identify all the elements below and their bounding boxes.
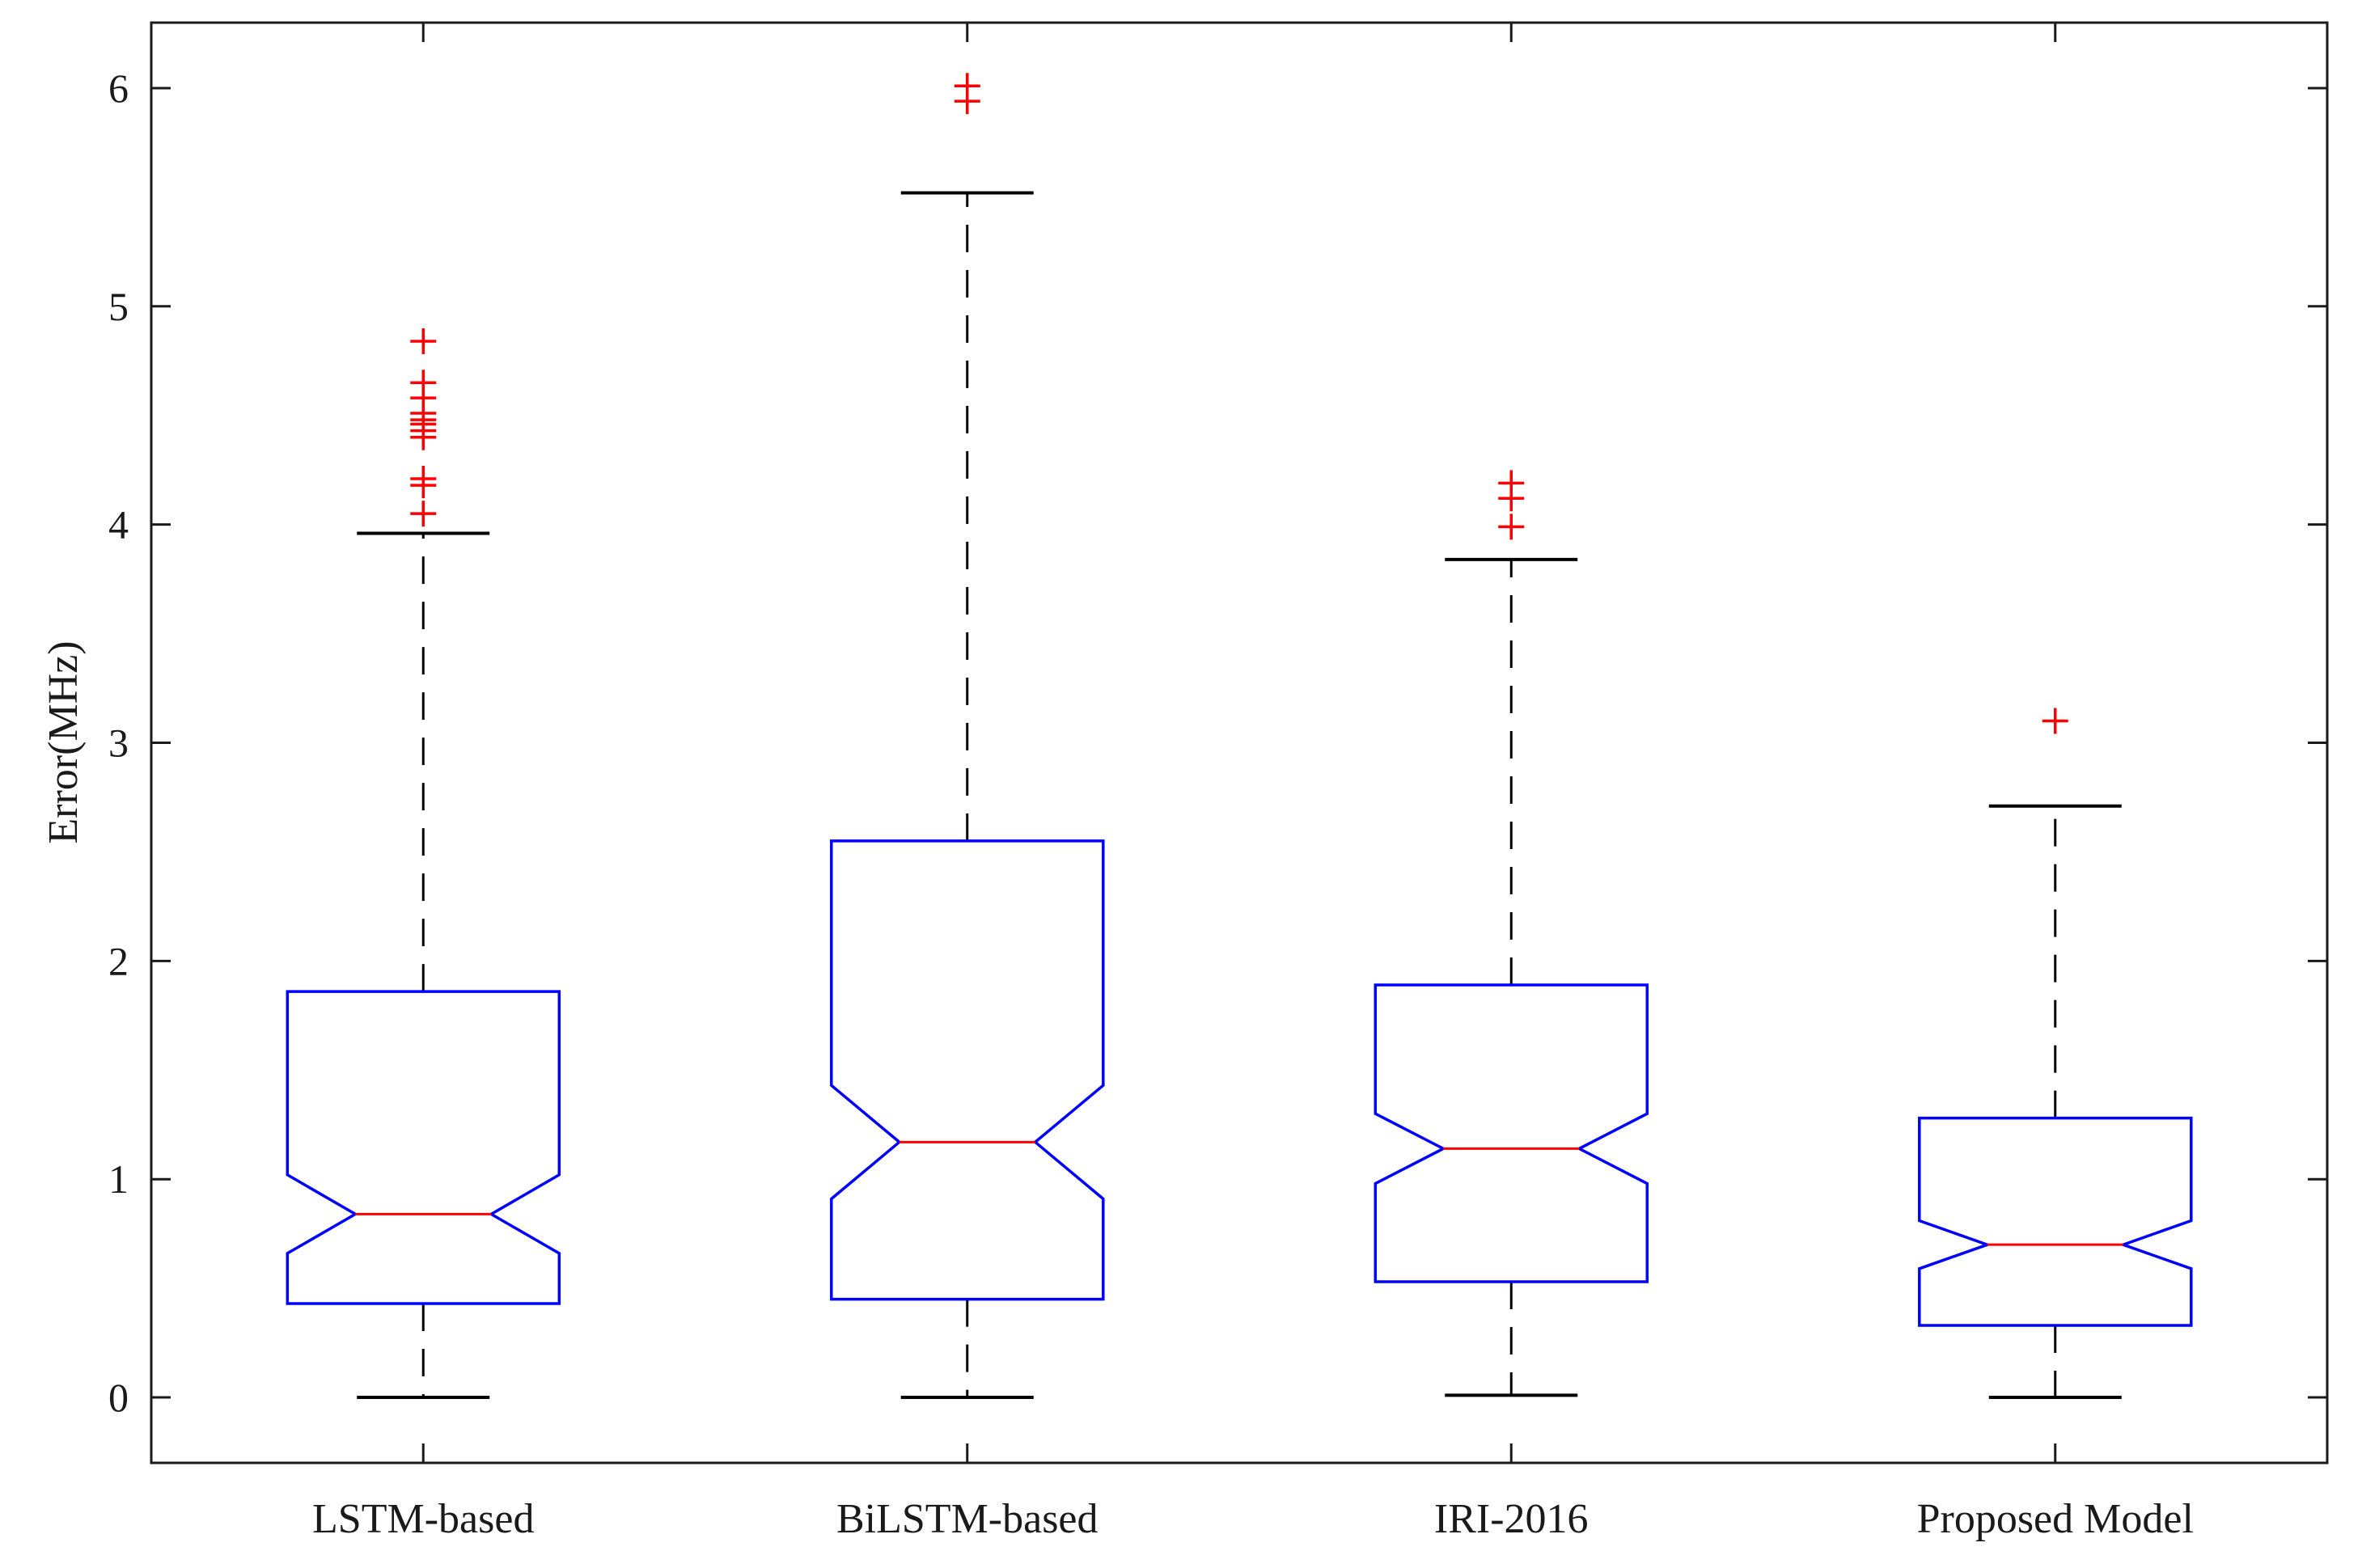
x-tick-label: LSTM-based	[312, 1496, 534, 1542]
box-series	[286, 73, 2193, 1400]
notched-box	[286, 990, 561, 1305]
outlier-marker	[410, 501, 437, 527]
notched-box	[1374, 983, 1649, 1283]
y-tick-label: 0	[108, 1375, 129, 1420]
y-axis: 0 1 2 3 4 5 6	[108, 66, 2327, 1420]
x-tick-label: BiLSTM-based	[836, 1496, 1098, 1542]
outlier-marker	[954, 73, 980, 99]
outlier-marker	[1498, 514, 1525, 540]
x-tick-label: Proposed Model	[1917, 1496, 2194, 1542]
boxplot-group	[286, 328, 561, 1400]
outlier-marker	[410, 370, 437, 396]
boxplot-group	[830, 73, 1105, 1400]
y-tick-label: 3	[108, 721, 129, 766]
y-tick-label: 4	[108, 502, 129, 547]
x-tick-label: IRI-2016	[1434, 1496, 1589, 1542]
y-tick-label: 6	[108, 66, 129, 111]
y-tick-label: 1	[108, 1156, 129, 1202]
notched-box	[830, 839, 1105, 1301]
boxplot-group	[1918, 708, 2193, 1400]
y-axis-title: Error(MHz)	[40, 640, 87, 843]
y-tick-label: 2	[108, 938, 129, 983]
outlier-marker	[1498, 470, 1525, 497]
notched-box	[1918, 1116, 2193, 1327]
boxplot-group	[1374, 470, 1649, 1397]
outlier-marker	[410, 328, 437, 354]
outlier-marker	[410, 465, 437, 492]
outlier-marker	[2042, 708, 2068, 734]
y-tick-label: 5	[108, 284, 129, 329]
x-axis: LSTM-based BiLSTM-based IRI-2016 Proposed M…	[312, 23, 2194, 1542]
